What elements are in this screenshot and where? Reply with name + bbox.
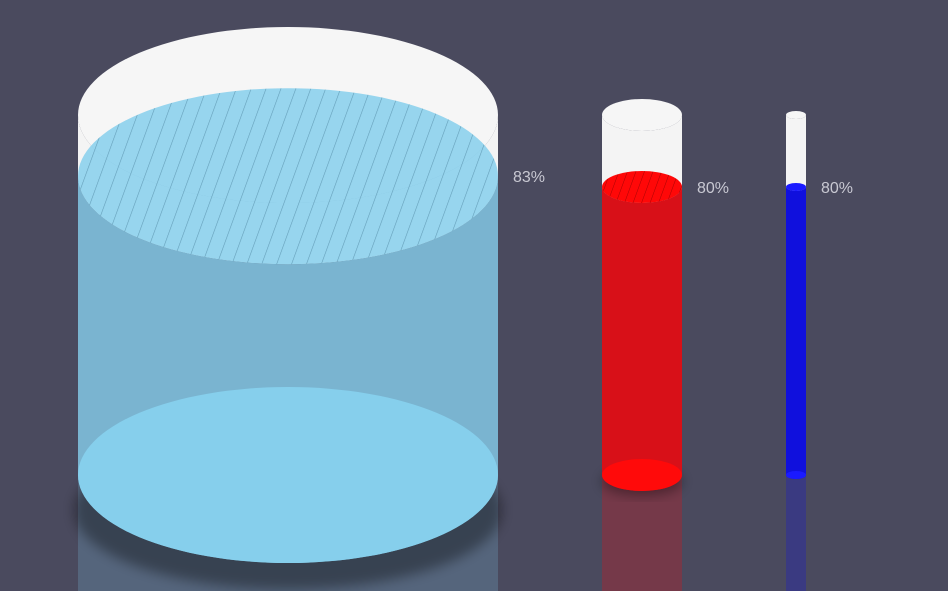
gauge-3-empty-body xyxy=(786,115,806,191)
gauge-3-reflection xyxy=(786,475,806,591)
gauge-1-liquid-bottom xyxy=(78,387,498,563)
gauge-3-liquid-surface xyxy=(786,183,806,191)
gauge-3: 80% xyxy=(786,111,853,591)
gauge-3-empty-top xyxy=(786,111,806,119)
gauge-3-liquid-bottom xyxy=(786,471,806,479)
gauge-1-value-label: 83% xyxy=(513,169,545,186)
gauge-2-empty-top xyxy=(602,99,682,131)
gauge-2: 80% xyxy=(601,99,729,591)
gauge-1: 83% xyxy=(73,27,545,591)
gauge-1-surface-hatch xyxy=(78,88,498,265)
gauge-2-reflection xyxy=(602,475,682,591)
gauge-2-liquid-body xyxy=(602,187,682,491)
gauge-3-liquid-body xyxy=(786,187,806,479)
gauge-3-value-label: 80% xyxy=(821,180,853,197)
gauge-2-surface-hatch xyxy=(602,171,682,203)
gauge-2-liquid-bottom xyxy=(602,459,682,491)
gauge-2-value-label: 80% xyxy=(697,180,729,197)
